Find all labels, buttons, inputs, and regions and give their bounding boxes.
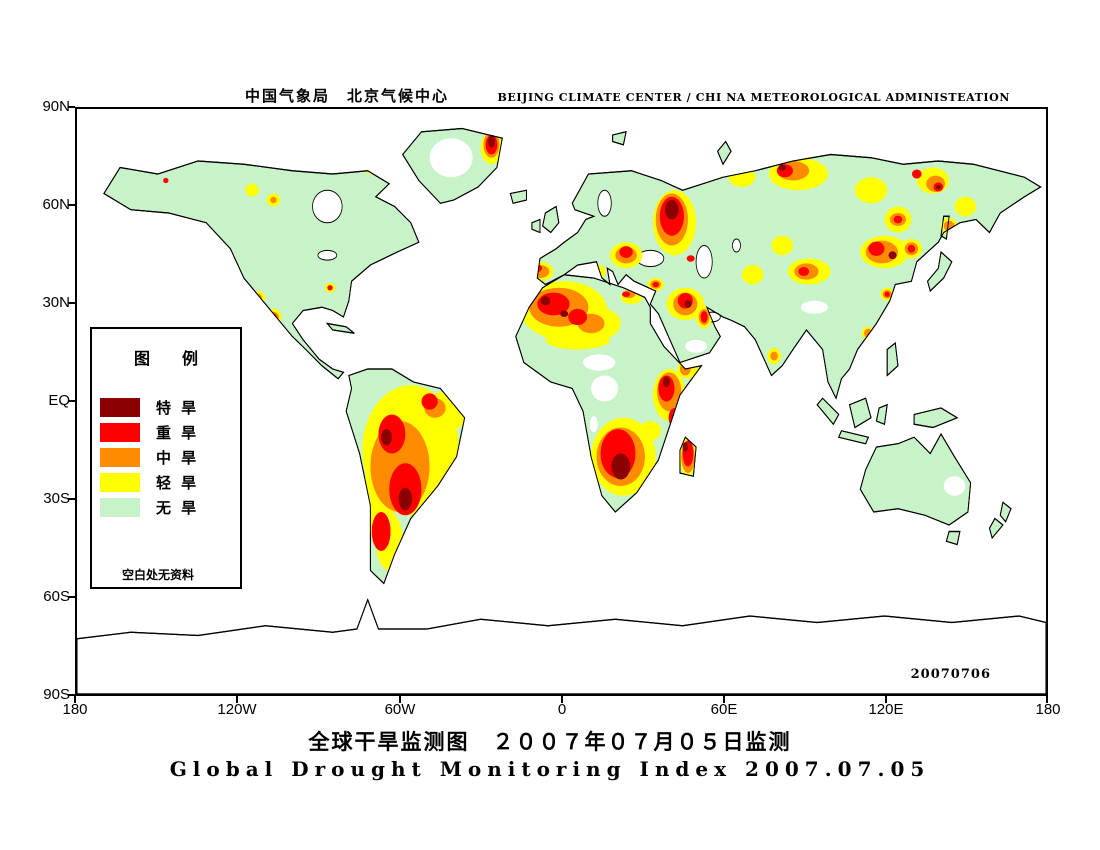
axis-tick [1046, 696, 1048, 703]
legend-no-data-note: 空白处无资料 [122, 568, 195, 582]
legend-item-severe: 重 旱 [92, 420, 240, 445]
legend-item-light: 轻 旱 [92, 470, 240, 495]
axis-tick [68, 302, 75, 304]
moderate-drought-swatch [100, 448, 140, 467]
axis-tick [68, 204, 75, 206]
legend-box: 图 例 特 旱 重 旱 中 旱 轻 旱 [90, 327, 242, 589]
axis-tick [74, 696, 76, 703]
footer-title-chinese: 全球干旱监测图 ２００７年０７月０５日监测 [308, 731, 792, 754]
axis-tick [68, 400, 75, 402]
legend-rows: 特 旱 重 旱 中 旱 轻 旱 无 旱 [92, 395, 240, 520]
y-axis-label-30n: 30N [42, 294, 70, 311]
legend-item-moderate: 中 旱 [92, 445, 240, 470]
antarctica-no-data [77, 598, 1046, 694]
y-axis-label-60n: 60N [42, 196, 70, 213]
extreme-drought-areas [381, 135, 941, 511]
legend-title: 图 例 [133, 351, 206, 368]
axis-tick [723, 696, 725, 703]
axis-tick [236, 696, 238, 703]
light-drought-swatch [100, 473, 140, 492]
x-axis-label-60e: 60E [710, 701, 738, 718]
y-axis-label-90n: 90N [42, 98, 70, 115]
y-axis-label-30s: 30S [43, 490, 70, 507]
axis-tick [561, 696, 563, 703]
x-axis-label-180w: 180 [62, 701, 88, 718]
axis-tick [399, 696, 401, 703]
footer-title-english: Global Drought Monitoring Index 2007.07.… [169, 757, 931, 781]
no-data-patches [429, 138, 966, 496]
map-frame: 图 例 特 旱 重 旱 中 旱 轻 旱 [75, 107, 1048, 696]
world-map [77, 126, 1046, 694]
axis-tick [68, 498, 75, 500]
header-title-chinese: 中国气象局 北京气候中心 [245, 88, 450, 105]
axis-tick [68, 694, 75, 696]
axis-tick [68, 596, 75, 598]
x-axis-label-120w: 120W [217, 701, 257, 718]
x-axis-label-180e: 180 [1035, 701, 1061, 718]
map-date-stamp: 20070706 [910, 667, 991, 682]
severe-drought-swatch [100, 423, 140, 442]
legend-item-extreme: 特 旱 [92, 395, 240, 420]
x-axis-label-0: 0 [557, 701, 567, 718]
legend-item-label: 特 旱 [156, 400, 200, 417]
legend-item-label: 无 旱 [156, 500, 200, 517]
axis-tick [68, 106, 75, 108]
y-axis-label-eq: EQ [48, 392, 70, 409]
x-axis-label-120e: 120E [868, 701, 904, 718]
extreme-drought-swatch [100, 398, 140, 417]
axis-tick [885, 696, 887, 703]
header-title-english: BEIJING CLIMATE CENTER / CHI NA METEOROL… [497, 91, 1010, 104]
legend-item-label: 轻 旱 [156, 475, 200, 492]
inland-seas-layer [312, 189, 741, 323]
y-axis-label-90s: 90S [43, 686, 70, 703]
legend-item-label: 重 旱 [156, 425, 200, 442]
no-drought-swatch [100, 498, 140, 517]
legend-item-label: 中 旱 [156, 450, 200, 467]
y-axis-label-60s: 60S [43, 588, 70, 605]
x-axis-label-60w: 60W [384, 701, 416, 718]
legend-item-none: 无 旱 [92, 495, 240, 520]
